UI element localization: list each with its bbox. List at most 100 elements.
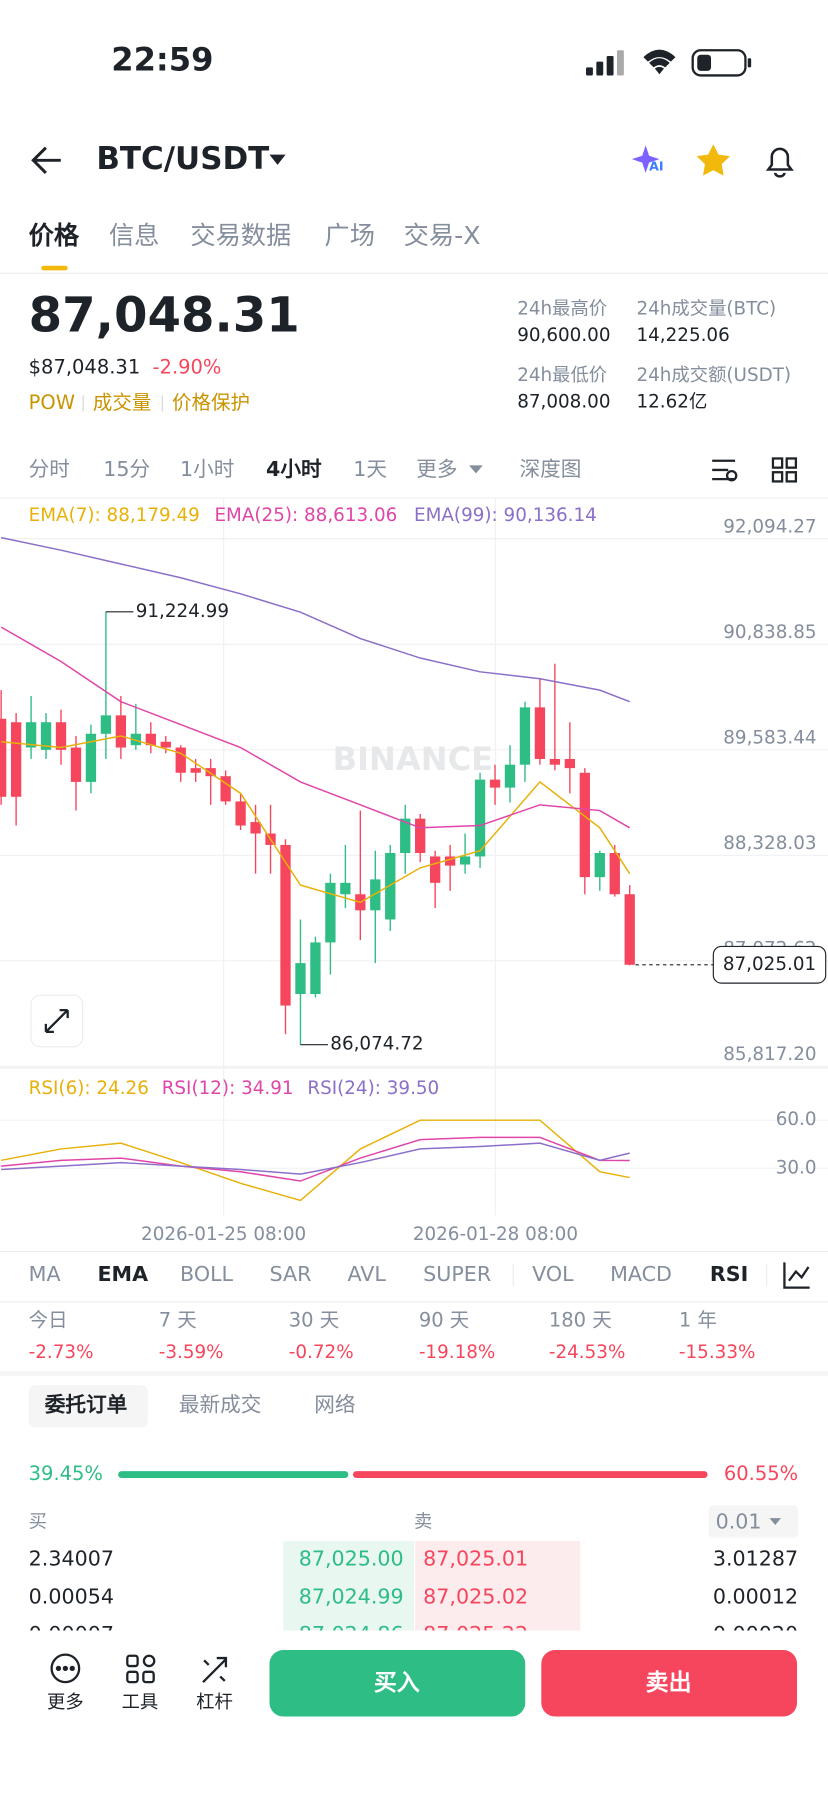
step-select[interactable]: 0.01 <box>708 1505 799 1538</box>
candle-body <box>340 882 351 895</box>
ask-qty: 0.00012 <box>713 1584 798 1608</box>
candle-body <box>70 747 82 782</box>
rsi-legend: RSI(6): 24.26 <box>29 1078 149 1099</box>
chart-settings[interactable] <box>712 459 738 482</box>
rsi-tick-label: 30.0 <box>776 1157 817 1178</box>
candle-body <box>85 733 97 782</box>
indicator[interactable]: RSI <box>710 1262 748 1286</box>
layout-button[interactable] <box>771 457 798 483</box>
indicator[interactable]: VOL <box>532 1262 574 1286</box>
candle-body <box>280 844 291 1006</box>
pair-title[interactable]: BTC/USDT <box>96 141 269 177</box>
nav-label[interactable]: 更多 <box>47 1692 84 1713</box>
candle-body <box>400 818 411 854</box>
y-tick-label: 85,817.20 <box>723 1044 816 1065</box>
y-tick-label: 88,328.03 <box>723 833 816 854</box>
interval[interactable]: 4小时 <box>266 457 322 481</box>
order-rows: 2.34007 87,025.00 87,025.01 3.01287 0.00054 8… <box>29 1541 798 1646</box>
stat-value: 12.62亿 <box>636 391 707 412</box>
sell-ratio: 60.55% <box>724 1462 798 1485</box>
step-value[interactable]: 0.01 <box>716 1510 762 1534</box>
back-button[interactable] <box>31 146 61 174</box>
tab[interactable]: 交易数据 <box>190 221 291 250</box>
interval[interactable]: 深度图 <box>520 457 582 481</box>
divider <box>0 1371 828 1376</box>
tag[interactable]: 价格保护 <box>172 391 250 414</box>
buy-button-label[interactable]: 买入 <box>374 1670 420 1696</box>
tab[interactable]: 价格 <box>29 221 80 250</box>
bell[interactable] <box>765 147 794 178</box>
sell-ratio-bar <box>352 1471 708 1478</box>
candle-body <box>444 856 456 866</box>
kline-chart: 92,094.27 90,838.85 89,583.44 88,328.03 87,0… <box>0 498 828 1216</box>
candle-body <box>40 722 52 750</box>
sell-button-label[interactable]: 卖出 <box>646 1670 692 1696</box>
interval[interactable]: 更多 <box>416 457 457 481</box>
tab[interactable]: 交易-X <box>404 221 481 250</box>
nav-label[interactable]: 工具 <box>122 1692 159 1713</box>
interval[interactable]: 15分 <box>103 457 150 481</box>
bid-price: 87,024.86 <box>299 1622 404 1646</box>
period-changes: 今日 -2.73% 7 天 -3.59% 30 天 -0.72% 90 天 -19.18% 18… <box>29 1308 756 1363</box>
orderbook-tab[interactable]: 最新成交 <box>179 1393 262 1417</box>
divider <box>0 1301 828 1303</box>
indicator-settings[interactable] <box>783 1262 810 1289</box>
period-value: -19.18% <box>419 1342 496 1363</box>
last-price: 87,048.31 <box>29 288 300 344</box>
buy-ratio-bar <box>118 1471 349 1478</box>
candle-body <box>519 707 531 765</box>
indicator[interactable]: AVL <box>347 1262 386 1286</box>
ask-qty: 0.00020 <box>713 1622 798 1646</box>
candle-body <box>25 722 37 748</box>
y-tick-label: 89,583.44 <box>723 727 816 748</box>
candle-body <box>385 853 396 920</box>
tab[interactable]: 信息 <box>109 221 159 250</box>
tag[interactable]: POW <box>29 391 75 414</box>
period-value: -0.72% <box>289 1342 354 1363</box>
last-price-tag <box>712 945 827 984</box>
more-caret[interactable] <box>469 465 483 474</box>
divider <box>0 1067 828 1069</box>
interval[interactable]: 1小时 <box>180 457 234 481</box>
orderbook-tab[interactable]: 网络 <box>314 1393 355 1417</box>
ema-legend: EMA(7): 88,179.49 <box>29 505 200 526</box>
rsi-line <box>1 1136 630 1182</box>
expand-button[interactable] <box>30 994 84 1048</box>
tag[interactable]: 成交量 <box>93 391 151 414</box>
y-tick-label: 92,094.27 <box>723 516 816 537</box>
favorite-star[interactable] <box>696 144 730 176</box>
candle-body <box>310 942 321 995</box>
orderbook-tab[interactable]: 委托订单 <box>44 1393 128 1417</box>
bid-depth <box>283 1541 414 1631</box>
divider <box>512 1263 514 1287</box>
candle-body <box>594 853 605 878</box>
indicator[interactable]: BOLL <box>180 1262 234 1286</box>
interval[interactable]: 分时 <box>29 457 70 481</box>
indicator[interactable]: MACD <box>610 1262 672 1286</box>
tab[interactable]: 广场 <box>325 221 375 250</box>
ema-line <box>0 536 630 703</box>
indicator[interactable]: MA <box>29 1262 61 1286</box>
svg-text:AI: AI <box>649 159 663 174</box>
interval[interactable]: 1天 <box>353 457 387 481</box>
watermark: BINANCE <box>333 740 494 778</box>
indicator[interactable]: SUPER <box>423 1262 491 1286</box>
indicator[interactable]: EMA <box>97 1262 148 1286</box>
candle-body <box>0 718 7 797</box>
candle-body <box>55 722 67 750</box>
rsi-legend: RSI(24): 39.50 <box>307 1078 439 1099</box>
period-value: -24.53% <box>549 1342 626 1363</box>
candle-body <box>564 758 576 769</box>
divider <box>0 1250 828 1253</box>
indicator[interactable]: SAR <box>270 1262 312 1286</box>
ai-button[interactable]: AI <box>631 145 664 174</box>
period-label: 1 年 <box>679 1308 717 1331</box>
sell-button[interactable] <box>541 1650 798 1717</box>
nav-label[interactable]: 杠杆 <box>196 1692 233 1713</box>
pair-caret[interactable] <box>269 154 286 165</box>
period-label: 30 天 <box>289 1308 339 1331</box>
buy-button[interactable] <box>269 1650 526 1717</box>
period-value: -2.73% <box>29 1342 94 1363</box>
ema-legend: EMA(25): 88,613.06 <box>214 505 397 526</box>
candle-body <box>220 776 231 802</box>
